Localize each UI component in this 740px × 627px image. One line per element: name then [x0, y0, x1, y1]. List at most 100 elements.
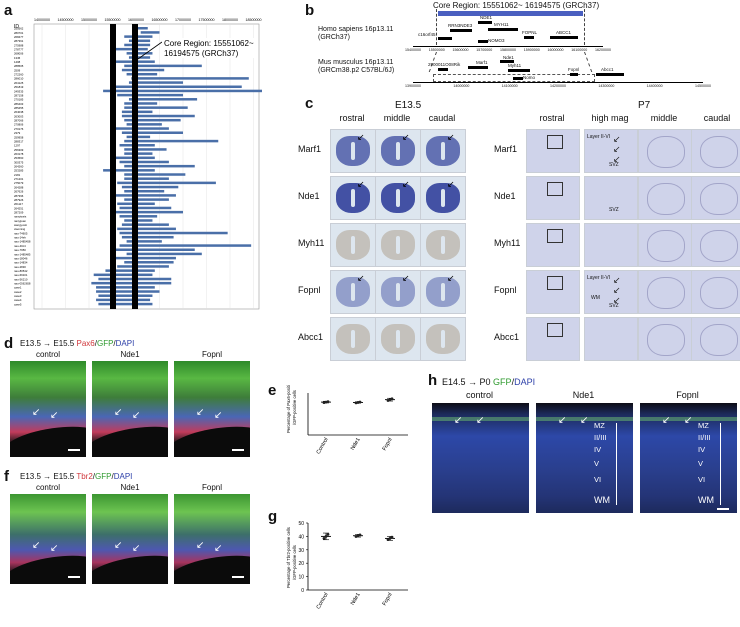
cnv-row-id: 264260	[14, 165, 24, 169]
arrow-icon: ↙	[447, 132, 455, 142]
arrow-icon: ↙ ↙ ↙	[613, 275, 621, 305]
cnv-row-id: nanyijuan	[14, 219, 26, 223]
cnv-row-id: nau-2830	[14, 265, 26, 269]
gene-nomo3-h: NOMO3	[488, 38, 505, 43]
ish-tile-e135-nde1: ↙	[420, 176, 466, 220]
ish-tile-e135-marf1: ↙	[330, 129, 376, 173]
panel-f-images: control ↙ ↙ Nde1 ↙ ↙ Fopnl ↙ ↙	[10, 483, 250, 588]
y-tick-label: 10	[298, 575, 304, 581]
cnv-bar	[96, 290, 160, 293]
midline	[396, 189, 400, 207]
cnv-bar	[103, 89, 275, 93]
cnv-bar	[112, 194, 176, 197]
row-label-p7-nde1: Nde1	[494, 191, 516, 201]
ish-tile-p7-abcc1	[584, 317, 638, 361]
core-region-bar	[438, 11, 583, 16]
cnv-row-id: 264125	[14, 81, 24, 85]
ish-tile-e135-nde1: ↙	[330, 176, 376, 220]
cnv-row-id: 256309	[14, 148, 24, 152]
gene-nde1-h: NDE1	[480, 15, 493, 20]
gene-abcc1-h: ABCC1	[556, 30, 572, 35]
midline	[351, 236, 355, 254]
cnv-axis-tick: 16500000	[152, 18, 168, 22]
cnv-row-id: case5	[14, 302, 22, 306]
cnv-row-id: 253285	[14, 169, 24, 173]
layer-label-ii-iii: II/III	[594, 433, 607, 442]
cnv-row-id: 286403	[14, 102, 24, 106]
cnv-bar	[117, 181, 216, 185]
cnv-row-id: 271201	[14, 177, 24, 181]
brain-outline	[700, 324, 738, 356]
gene-myh11-h-bar	[488, 28, 518, 31]
brain-outline	[700, 277, 738, 309]
ish-tile-p7-nde1	[691, 176, 740, 220]
panel_f-image-nde1: ↙ ↙	[92, 494, 168, 584]
mouse-axis-tick: 14400000	[646, 84, 663, 88]
arrow-icon: ↙	[214, 543, 223, 554]
arrow-icon: ↙	[114, 407, 123, 418]
cnv-row-id: 259958	[14, 135, 24, 139]
panel-d-timeline: E13.5 → E15.5	[20, 339, 75, 348]
cnv-id-header: ID	[14, 24, 19, 30]
cnv-row-id: 288505	[14, 64, 24, 68]
cnv-row-id: case1	[14, 286, 22, 290]
y-tick-label: 30	[298, 548, 304, 554]
gene-nomo-m: Nomo	[523, 75, 536, 80]
human-axis	[413, 46, 603, 47]
cnv-row-id: 264251	[14, 206, 24, 210]
midline	[441, 142, 445, 160]
panel-h-col-fopnl: Fopnl	[676, 390, 699, 400]
panel-a-label: a	[4, 2, 13, 19]
panel-d-stain-green: GFP	[96, 339, 114, 348]
core-band-left	[110, 24, 116, 309]
arrow-icon: ↙	[357, 179, 365, 189]
ish-tile-p7-marf1	[691, 129, 740, 173]
ish-tile-p7-myh11	[526, 223, 580, 267]
layer-label: Layer II-VI	[587, 275, 611, 281]
layer-label-mz: MZ	[594, 421, 605, 430]
ish-tile-e135-nde1: ↙	[375, 176, 421, 220]
cnv-bar	[131, 77, 249, 80]
human-axis-tick: 15500000	[428, 48, 445, 52]
cnv-bar	[124, 189, 165, 193]
cnv-row-id: nau-14834	[14, 261, 28, 265]
panel-f-label: f	[4, 468, 9, 485]
cnv-bar	[98, 294, 153, 297]
row-label-marf1: Marf1	[298, 144, 322, 154]
human-axis-tick: 16100000	[571, 48, 588, 52]
layer-label-vi: VI	[698, 475, 706, 484]
cnv-bar	[126, 240, 162, 243]
cnv-bar	[117, 265, 169, 268]
cnv-bar	[96, 286, 155, 289]
brain-section	[426, 277, 460, 307]
cnv-bar	[119, 244, 252, 247]
gene-nde1-h-bar	[478, 21, 492, 24]
brain-outline	[647, 324, 685, 356]
cnv-row-id: 253560	[14, 156, 24, 160]
panel-a-cnv-plot: ID 14000000 14500000 15000000 15500000 160000…	[12, 14, 275, 314]
gfp-band	[432, 417, 529, 421]
panel-h-stain-blue: DAPI	[514, 377, 536, 387]
ish-tile-e135-myh11	[420, 223, 466, 267]
data-point	[326, 532, 330, 536]
cnv-row-id: 270176	[14, 127, 24, 131]
ish-tile-e135-marf1: ↙	[375, 129, 421, 173]
panel-h-col-nde1: Nde1	[572, 390, 595, 400]
cnv-row-id: nau-40c4	[14, 244, 26, 248]
arrow-icon: ↙	[196, 407, 205, 418]
cnv-bar	[114, 210, 183, 214]
layer-label-iv: IV	[594, 445, 602, 454]
cnv-row-id: 261117	[14, 202, 23, 206]
cnv-bar	[119, 206, 172, 210]
high-mag-box	[547, 323, 563, 337]
cnv-row-id: nau-1485485	[14, 252, 31, 256]
brain-outline	[700, 136, 738, 168]
cnv-row-id: 250562	[14, 27, 24, 31]
panel_d-col-fopnl: Fopnl	[201, 350, 222, 359]
cnv-row-id: nau-74605	[14, 231, 28, 235]
mouse-species-line2: (GRCm38.p2 C57BL/6J)	[318, 67, 395, 74]
layer-scale-line	[616, 423, 617, 505]
y-axis-label-2: /GFP-positive cells	[292, 545, 297, 580]
cnv-row-id: 278777	[14, 47, 24, 51]
cnv-row-id: nanyiweis	[14, 215, 27, 219]
